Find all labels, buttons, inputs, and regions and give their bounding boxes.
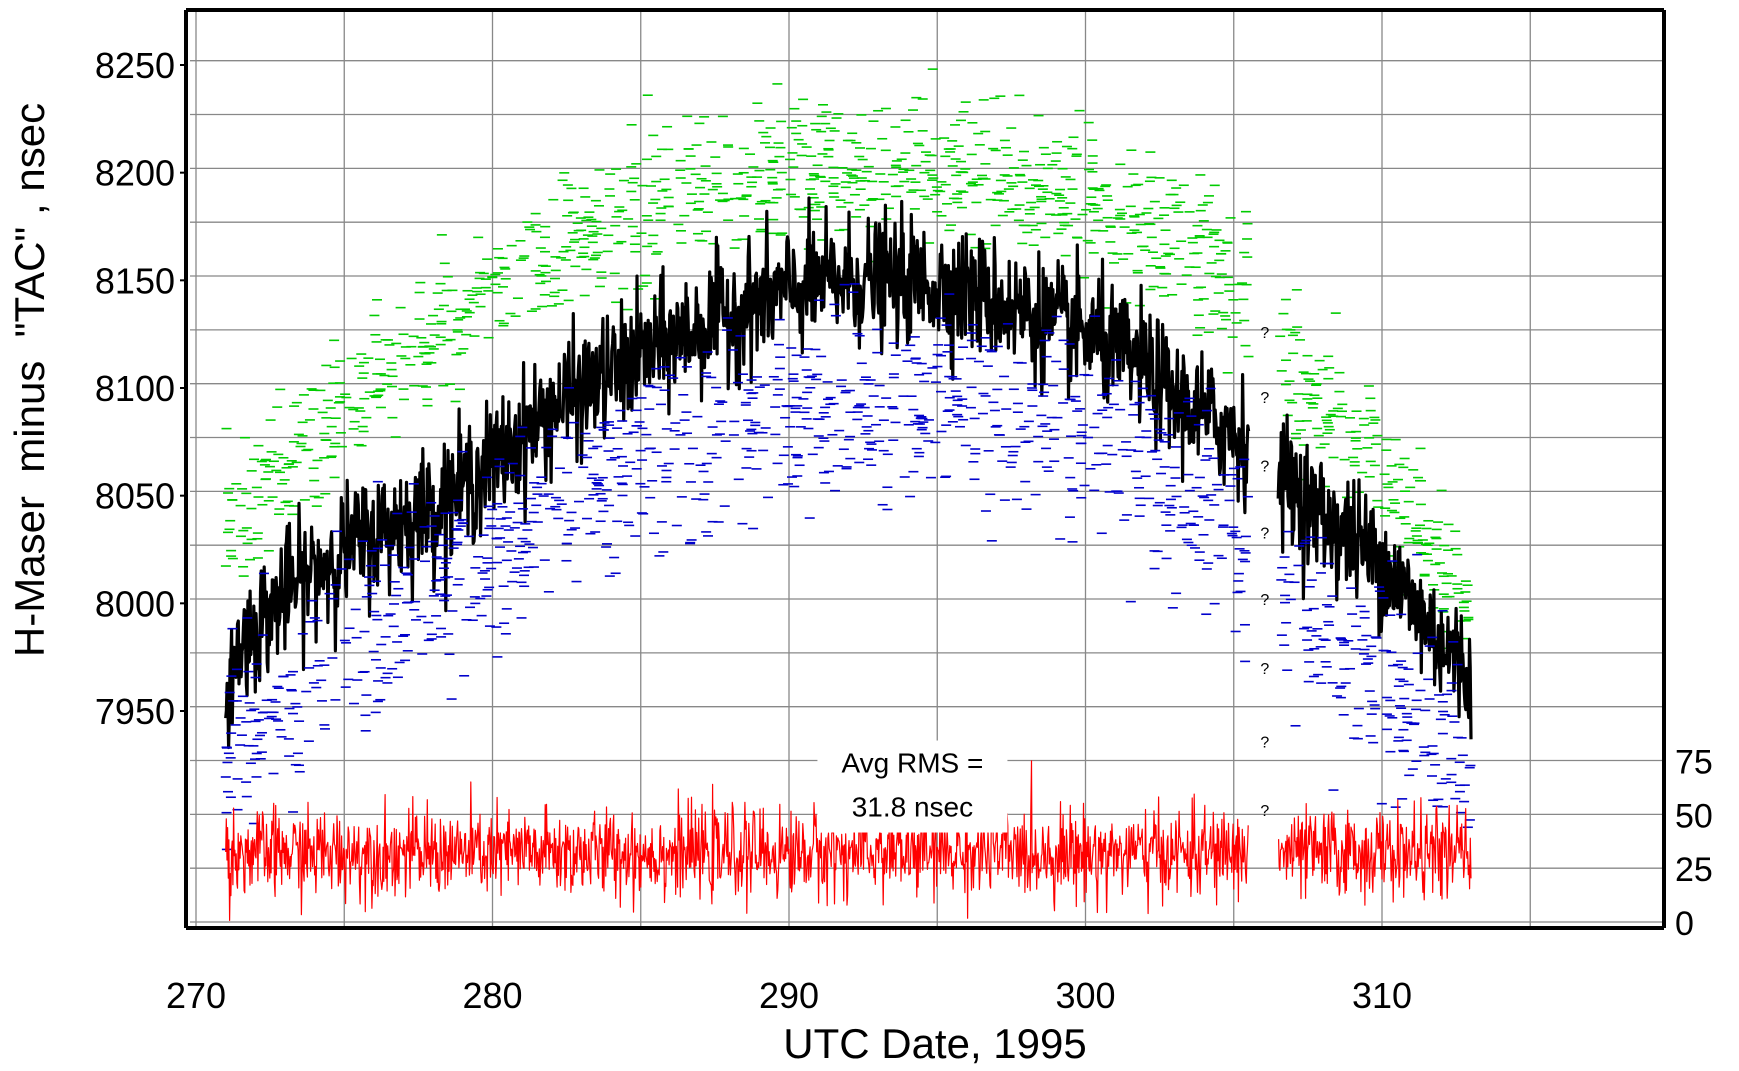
annotation-line-1: 31.8 nsec — [852, 792, 973, 823]
left-tick-label-8050: 8050 — [95, 476, 175, 517]
gap-marker-2: ? — [1260, 459, 1269, 476]
gap-marker-1: ? — [1260, 390, 1269, 407]
gap-marker-5: ? — [1260, 661, 1269, 678]
x-tick-label-280: 280 — [462, 975, 522, 1016]
y-axis-title: H-Maser minus "TAC" , nsec — [6, 103, 53, 657]
gap-markers: ???????? — [1260, 325, 1269, 820]
rms-annotation: Avg RMS = 31.8 nsec — [817, 740, 1008, 833]
x-tick-label-310: 310 — [1352, 975, 1412, 1016]
labels-layer: ???????? 7950 8000 8050 8100 8150 8200 8250 0 25 5… — [95, 45, 1713, 1016]
right-tick-label-50: 50 — [1675, 797, 1713, 835]
series-mean — [224, 196, 1473, 750]
series-rms — [225, 760, 1472, 922]
series-line-rms — [1278, 797, 1472, 906]
annotation-bg — [817, 740, 1008, 833]
annotation-line-0: Avg RMS = — [841, 748, 983, 779]
gap-marker-3: ? — [1260, 525, 1269, 542]
right-tick-label-25: 25 — [1675, 851, 1713, 889]
left-tick-label-8150: 8150 — [95, 260, 175, 301]
frame-layer — [180, 8, 1666, 930]
gap-marker-0: ? — [1260, 325, 1269, 342]
left-tick-label-8250: 8250 — [95, 45, 175, 86]
left-tick-label-7950: 7950 — [95, 691, 175, 732]
x-tick-label-300: 300 — [1055, 975, 1115, 1016]
gap-marker-6: ? — [1260, 734, 1269, 751]
right-tick-label-75: 75 — [1675, 744, 1713, 782]
left-tick-label-8000: 8000 — [95, 583, 175, 624]
series-line-rms — [225, 760, 1249, 922]
x-tick-label-270: 270 — [166, 975, 226, 1016]
x-tick-label-290: 290 — [759, 975, 819, 1016]
series-upper — [220, 68, 1474, 650]
right-tick-label-0: 0 — [1675, 905, 1694, 943]
series-lower — [220, 283, 1476, 851]
x-axis-title: UTC Date, 1995 — [783, 1020, 1086, 1067]
gap-marker-7: ? — [1260, 803, 1269, 820]
series-line-mean — [224, 196, 1251, 750]
series-line-mean — [1276, 413, 1473, 740]
left-tick-label-8100: 8100 — [95, 368, 175, 409]
series-layer — [220, 68, 1476, 922]
gap-marker-4: ? — [1260, 592, 1269, 609]
left-tick-label-8200: 8200 — [95, 153, 175, 194]
